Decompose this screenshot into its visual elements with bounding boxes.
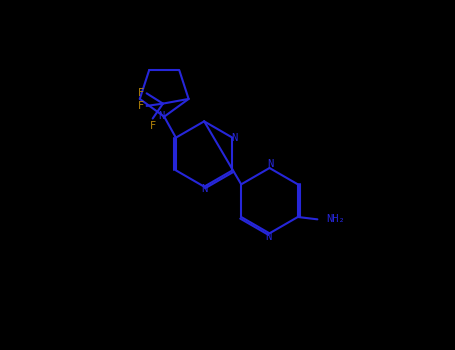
Text: F: F [138, 88, 144, 98]
Text: N: N [265, 232, 272, 242]
Text: N: N [232, 133, 238, 143]
Text: N: N [158, 111, 164, 121]
Text: NH₂: NH₂ [326, 214, 344, 224]
Text: N: N [267, 159, 273, 169]
Text: F: F [150, 120, 156, 131]
Text: N: N [201, 184, 207, 194]
Text: F: F [138, 101, 144, 111]
